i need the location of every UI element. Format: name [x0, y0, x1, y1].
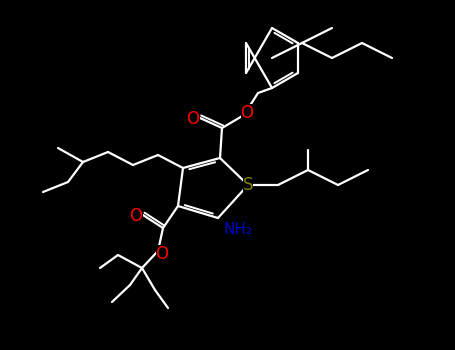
Text: O: O — [187, 110, 199, 128]
Text: S: S — [243, 176, 253, 194]
Text: O: O — [156, 245, 168, 263]
Text: O: O — [130, 207, 142, 225]
Text: NH₂: NH₂ — [223, 223, 253, 238]
Text: O: O — [241, 104, 253, 122]
